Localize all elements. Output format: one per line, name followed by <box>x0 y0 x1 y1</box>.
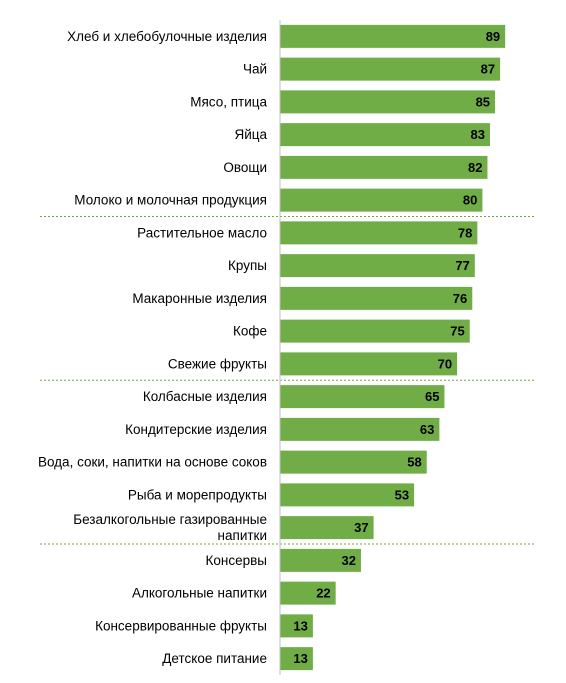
bar <box>280 188 483 212</box>
category-label: Рыба и морепродукты <box>128 487 267 502</box>
category-label: Хлеб и хлебобулочные изделия <box>67 29 267 44</box>
bar <box>280 450 427 474</box>
category-label: Консервированные фрукты <box>95 618 267 633</box>
bar <box>280 647 313 671</box>
bar <box>280 548 361 572</box>
bar <box>280 155 488 179</box>
data-label: 70 <box>438 356 452 371</box>
bar <box>280 614 313 638</box>
category-label: Кондитерские изделия <box>125 422 267 437</box>
category-label: напитки <box>218 528 267 543</box>
data-label: 63 <box>420 422 434 437</box>
data-label: 22 <box>316 586 330 601</box>
data-label: 77 <box>455 258 469 273</box>
data-label: 13 <box>293 651 307 666</box>
data-label: 32 <box>341 553 355 568</box>
category-label: Свежие фрукты <box>168 356 267 371</box>
data-label: 13 <box>293 618 307 633</box>
category-label: Растительное масло <box>137 225 267 240</box>
data-label: 37 <box>354 520 368 535</box>
data-label: 89 <box>486 29 500 44</box>
category-label: Мясо, птица <box>190 94 267 109</box>
category-label: Колбасные изделия <box>143 389 267 404</box>
bar <box>280 417 440 441</box>
bar <box>280 286 473 310</box>
data-label: 65 <box>425 389 439 404</box>
bar <box>280 57 501 81</box>
bar <box>280 385 445 409</box>
value-labels: 89 87 85 83 82 80 78 77 76 75 70 65 63 58 53 37 32 22 13 13 <box>293 29 500 666</box>
category-label: Овощи <box>223 160 267 175</box>
group-separators <box>40 216 535 545</box>
category-label: Детское питание <box>162 651 267 666</box>
data-label: 82 <box>468 160 482 175</box>
bar <box>280 123 490 147</box>
bar <box>280 516 374 540</box>
category-label: Алкогольные напитки <box>132 586 267 601</box>
category-label: Безалкогольные газированные <box>73 512 267 527</box>
data-label: 76 <box>453 291 467 306</box>
bar <box>280 581 336 605</box>
bar <box>280 221 478 245</box>
category-label: Чай <box>243 62 267 77</box>
data-label: 87 <box>481 62 495 77</box>
bars-group <box>280 24 506 671</box>
bar <box>280 24 506 48</box>
data-label: 83 <box>471 127 485 142</box>
data-label: 85 <box>476 94 490 109</box>
bar <box>280 90 496 114</box>
data-label: 58 <box>407 455 421 470</box>
bar <box>280 319 470 343</box>
category-label: Макаронные изделия <box>132 291 267 306</box>
category-label: Консервы <box>206 553 267 568</box>
category-label: Кофе <box>233 324 267 339</box>
category-label: Вода, соки, напитки на основе соков <box>38 455 267 470</box>
data-label: 53 <box>395 487 409 502</box>
data-label: 75 <box>450 324 464 339</box>
data-label: 78 <box>458 225 472 240</box>
data-label: 80 <box>463 193 477 208</box>
bar <box>280 254 475 278</box>
bar <box>280 352 458 376</box>
category-label: Крупы <box>228 258 267 273</box>
category-label: Молоко и молочная продукция <box>74 193 267 208</box>
bar <box>280 483 415 507</box>
category-label: Яйца <box>234 127 267 142</box>
category-labels: Хлеб и хлебобулочные изделия Чай Мясо, пти… <box>38 29 268 666</box>
